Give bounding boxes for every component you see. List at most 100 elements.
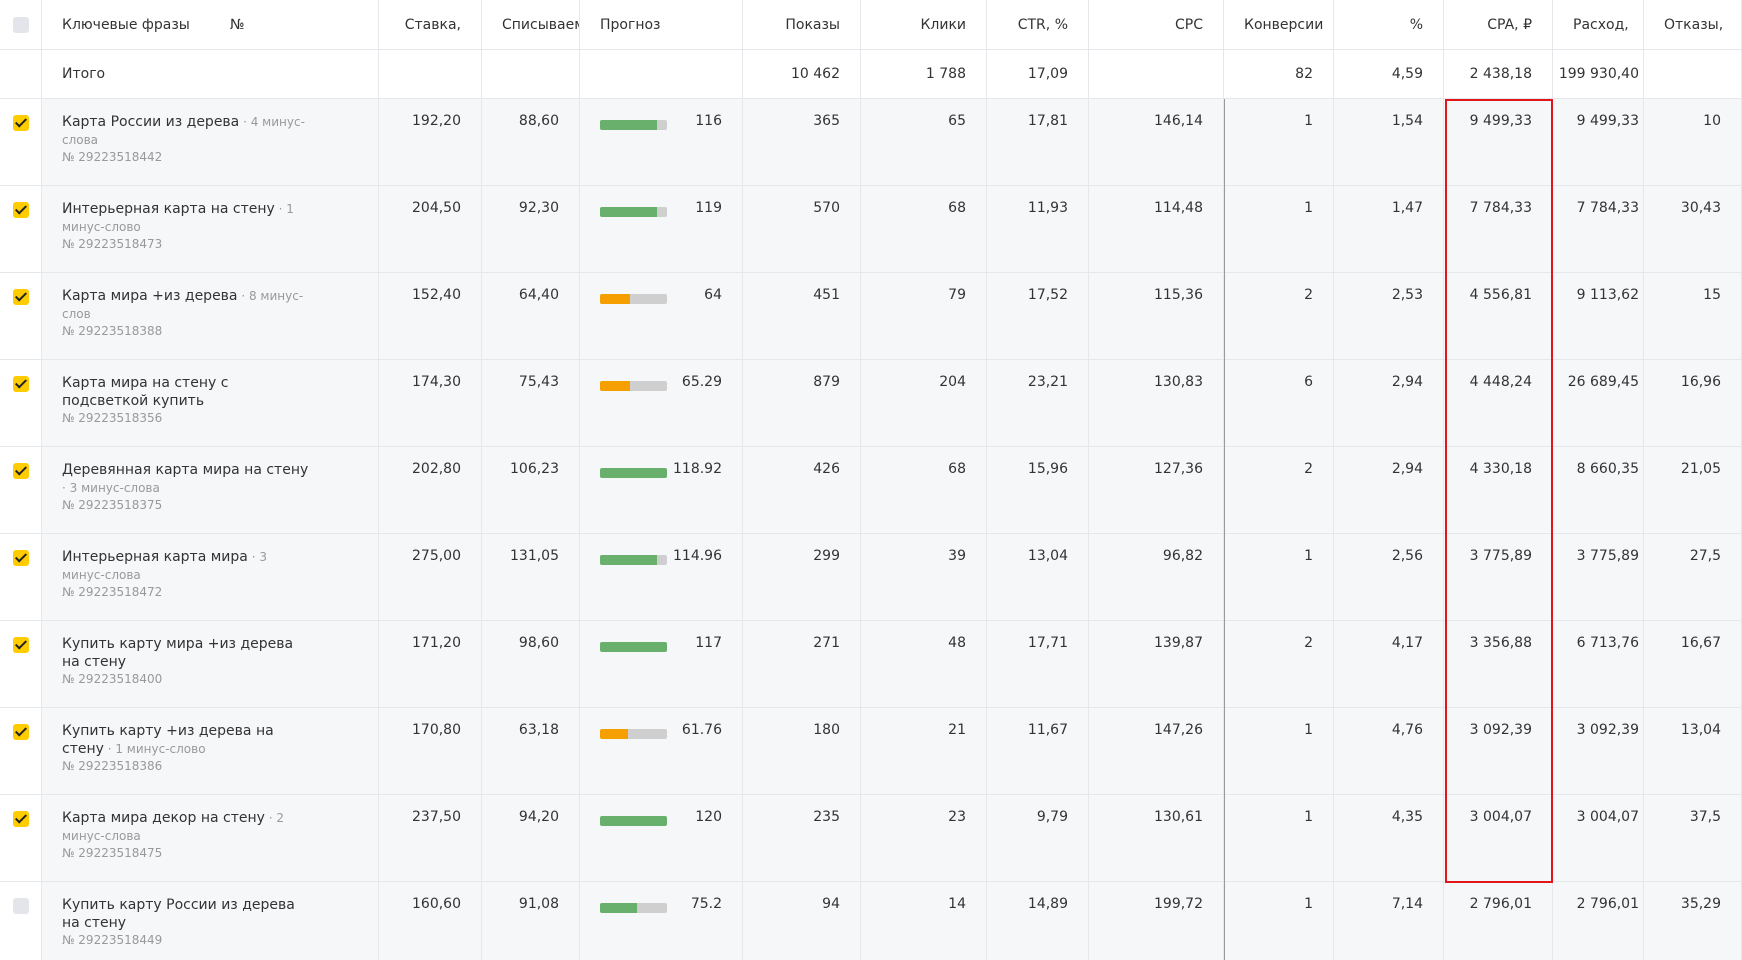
checkbox[interactable] [12,550,29,566]
cell-value: 130,61 [1154,809,1203,825]
header-label: № [229,17,245,33]
cell-value: 1 [1304,896,1313,912]
cell-value: 7 784,33 [1469,200,1532,216]
row-cell: 120 [580,795,743,882]
row-cell: 235 [743,795,861,882]
checkbox[interactable] [12,202,29,218]
row-cell: 139,87 [1089,621,1224,708]
cell-value: 13,04 [1680,722,1721,738]
cell-value: 30,43 [1680,200,1721,216]
keyword-phrase[interactable]: Карта мира декор на стену [62,810,265,826]
row-cell: 116 [580,99,743,186]
checkbox[interactable] [12,376,29,392]
minus-words: 8 минус-слов [62,289,304,321]
row-cell: 204 [861,360,987,447]
row-cell: 10 [1644,99,1742,186]
row-cell: 1,47 [1334,186,1444,273]
row-cell: 2 [1224,273,1334,360]
row-cell: 16,67 [1644,621,1742,708]
checkbox[interactable] [12,724,29,740]
row-cell: 3 775,89 [1553,534,1644,621]
row-cell: 68 [861,186,987,273]
cell-value: 7 784,33 [1576,200,1639,216]
forecast-fill [600,729,629,739]
keyword-phrase[interactable]: Купить карту мира +из дерева на стену [62,636,294,670]
cell-value: 64,40 [518,287,559,303]
cell-value: 39 [948,548,966,564]
total-cell: 1 788 [861,50,987,99]
row-cell: 118.92 [580,447,743,534]
cell-value: 106,23 [510,461,559,477]
total-value: 1 788 [925,66,966,82]
row-cell: 64 [580,273,743,360]
cell-value: 8 660,35 [1576,461,1639,477]
keyword-phrase[interactable]: Купить карту +из дерева на стену [62,723,274,757]
keyword-phrase[interactable]: Интерьерная карта мира [62,549,248,565]
row-cell: 7,14 [1334,882,1444,960]
checkbox[interactable] [12,115,29,131]
cell-value: 27,5 [1689,548,1721,564]
cell-value: 63,18 [518,722,559,738]
checkbox[interactable] [12,637,29,653]
row-cell: 130,61 [1089,795,1224,882]
cell-value: 202,80 [412,461,461,477]
minus-words: 1 минус-слово [62,202,294,234]
checkbox[interactable] [12,289,29,305]
header-cell: Расход, ₽ [1553,0,1644,83]
keyword-phrase[interactable]: Карта России из дерева [62,114,240,130]
total-cell [482,50,580,99]
keyword-phrase[interactable]: Купить карту России из дерева на стену [62,897,295,931]
cell-value: 3 092,39 [1576,722,1639,738]
cell-value: 68 [948,461,966,477]
total-cell: 4,59 [1334,50,1444,99]
row-cell: 9 499,33 [1444,99,1553,186]
forecast-value: 114.96 [673,548,722,564]
checkbox[interactable] [12,463,29,479]
header-label: CPA, ₽ [1487,17,1532,33]
cell-value: 170,80 [412,722,461,738]
row-cell: 8 660,35 [1553,447,1644,534]
forecast-bar [600,381,667,391]
cell-value: 23 [948,809,966,825]
row-cell: 2,94 [1334,447,1444,534]
cell-value: 114,48 [1154,200,1203,216]
keyword-line: Купить карту мира +из дерева на стену [62,635,312,671]
row-cell: Карта мира +из дерева · 8 минус-слов № 29… [42,273,379,360]
row-cell [0,795,42,882]
keyword-phrase[interactable]: Карта мира +из дерева [62,288,238,304]
cell-value: 65 [948,113,966,129]
row-cell: 13,04 [987,534,1089,621]
keyword-phrase[interactable]: Интерьерная карта на стену [62,201,275,217]
row-cell: 3 775,89 [1444,534,1553,621]
cell-value: 192,20 [412,113,461,129]
forecast-fill [600,642,667,652]
keyword-id: № 29223518449 [62,933,163,947]
row-cell: 7 784,33 [1553,186,1644,273]
cell-value: 570 [813,200,840,216]
cell-value: 2 [1304,461,1313,477]
cell-value: 6 713,76 [1576,635,1639,651]
row-cell: 14,89 [987,882,1089,960]
checkbox[interactable] [12,898,29,914]
row-cell: 2 796,01 [1444,882,1553,960]
forecast-value: 65.29 [681,374,722,390]
cell-value: 2 796,01 [1576,896,1639,912]
checkbox[interactable] [12,17,29,33]
keyword-phrase[interactable]: Деревянная карта мира на стену [62,462,309,478]
keyword-id-line: № 29223518375 [62,497,358,513]
checkbox[interactable] [12,811,29,827]
cell-value: 365 [813,113,840,129]
total-cell [379,50,482,99]
cell-value: 75,43 [518,374,559,390]
cell-value: 152,40 [412,287,461,303]
row-cell: Карта России из дерева · 4 минус-слова № … [42,99,379,186]
cell-value: 235 [813,809,840,825]
keyword-phrase[interactable]: Карта мира на стену с подсветкой купить [62,375,229,409]
row-cell: 63,18 [482,708,580,795]
cell-value: 94 [822,896,840,912]
cell-value: 11,67 [1027,722,1068,738]
row-cell: 4 556,81 [1444,273,1553,360]
row-cell: 1 [1224,882,1334,960]
row-cell: 3 004,07 [1444,795,1553,882]
header-cell: Списываем [482,0,580,50]
